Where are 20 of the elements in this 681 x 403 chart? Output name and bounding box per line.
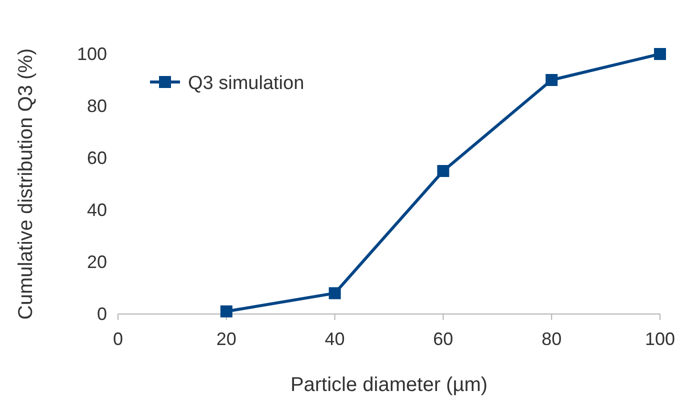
y-tick-label: 20 <box>86 252 107 272</box>
x-tick-label: 20 <box>216 329 236 349</box>
point <box>654 48 666 60</box>
y-tick-label: 0 <box>96 304 107 324</box>
y-tick-label: 40 <box>86 200 107 220</box>
x-tick-label: 0 <box>112 329 124 349</box>
y-axis-title: Cumulative distribution Q3 (%) <box>15 48 37 320</box>
y-tick-label: 100 <box>76 44 107 64</box>
x-tick-label: 60 <box>433 329 454 349</box>
legend-label: Q3 simulation <box>188 73 304 94</box>
point <box>220 305 232 318</box>
x-tick-label: 100 <box>644 329 676 349</box>
point <box>328 287 341 300</box>
x-tick-label: 40 <box>324 329 345 349</box>
y-tick-label: 80 <box>86 96 107 116</box>
x-tick-label: 80 <box>542 329 562 349</box>
point <box>437 165 450 177</box>
x-axis-title: Particle diameter (µm) <box>290 374 488 396</box>
y-tick-label: 60 <box>86 148 107 168</box>
point <box>546 74 558 86</box>
